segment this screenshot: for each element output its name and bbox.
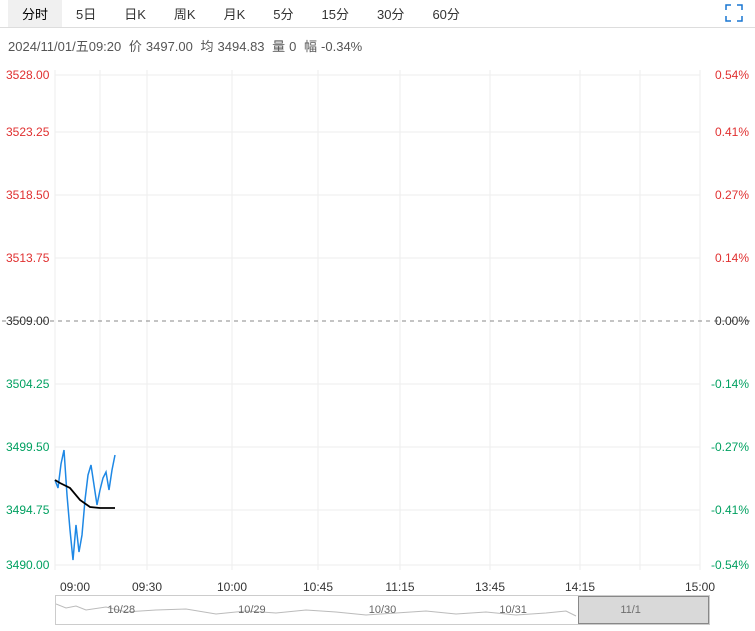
x-axis-label: 11:15: [385, 580, 414, 594]
x-axis-label: 09:30: [132, 580, 162, 594]
y-left-label: 3509.00: [6, 314, 49, 328]
x-axis-label: 13:45: [475, 580, 505, 594]
info-price-label: 价: [129, 39, 142, 54]
y-left-label: 3528.00: [6, 68, 49, 82]
info-volume: 0: [289, 39, 296, 54]
tab-5[interactable]: 5分: [259, 0, 307, 27]
x-axis-label: 09:00: [60, 580, 90, 594]
tab-2[interactable]: 日K: [110, 0, 160, 27]
info-change: -0.34%: [321, 39, 362, 54]
tab-6[interactable]: 15分: [308, 0, 363, 27]
tab-0[interactable]: 分时: [8, 0, 62, 27]
tab-8[interactable]: 60分: [418, 0, 473, 27]
y-right-label: -0.41%: [711, 503, 749, 517]
nav-date-label: 10/30: [369, 604, 397, 616]
y-left-label: 3523.25: [6, 125, 49, 139]
y-right-label: 0.14%: [715, 251, 749, 265]
y-right-label: 0.00%: [715, 314, 749, 328]
y-right-label: 0.54%: [715, 68, 749, 82]
y-left-label: 3504.25: [6, 377, 49, 391]
x-axis-label: 10:45: [303, 580, 333, 594]
nav-date-label: 10/29: [238, 604, 266, 616]
chart-svg: [0, 60, 755, 590]
chart-info-bar: 2024/11/01/五09:20 价 3497.00 均 3494.83 量0 幅…: [0, 28, 755, 55]
fullscreen-icon[interactable]: [725, 4, 743, 22]
nav-selection[interactable]: [578, 596, 709, 624]
info-volume-label: 量: [272, 39, 285, 54]
y-left-label: 3494.75: [6, 503, 49, 517]
nav-date-label: 10/28: [108, 604, 136, 616]
tab-3[interactable]: 周K: [160, 0, 210, 27]
chart-tabs: 分时5日日K周K月K5分15分30分60分: [0, 0, 755, 28]
y-left-label: 3499.50: [6, 440, 49, 454]
x-axis-label: 10:00: [217, 580, 247, 594]
info-avg-label: 均: [201, 39, 214, 54]
y-right-label: -0.54%: [711, 558, 749, 572]
tab-4[interactable]: 月K: [210, 0, 260, 27]
tab-7[interactable]: 30分: [363, 0, 418, 27]
y-right-label: -0.27%: [711, 440, 749, 454]
info-datetime: 2024/11/01/五09:20: [8, 39, 121, 54]
info-price: 3497.00: [146, 39, 193, 54]
nav-date-label: 10/31: [499, 604, 527, 616]
y-left-label: 3490.00: [6, 558, 49, 572]
date-navigator[interactable]: 10/2810/2910/3010/3111/1: [55, 595, 710, 625]
info-change-label: 幅: [304, 39, 317, 54]
x-axis-label: 14:15: [565, 580, 595, 594]
price-chart[interactable]: 3528.00 3523.25 3518.50 3513.75 3509.00 3504.…: [0, 60, 755, 590]
tab-1[interactable]: 5日: [62, 0, 110, 27]
y-right-label: -0.14%: [711, 377, 749, 391]
y-left-label: 3513.75: [6, 251, 49, 265]
info-avg: 3494.83: [218, 39, 265, 54]
x-axis-label: 15:00: [685, 580, 715, 594]
y-left-label: 3518.50: [6, 188, 49, 202]
y-right-label: 0.41%: [715, 125, 749, 139]
y-right-label: 0.27%: [715, 188, 749, 202]
